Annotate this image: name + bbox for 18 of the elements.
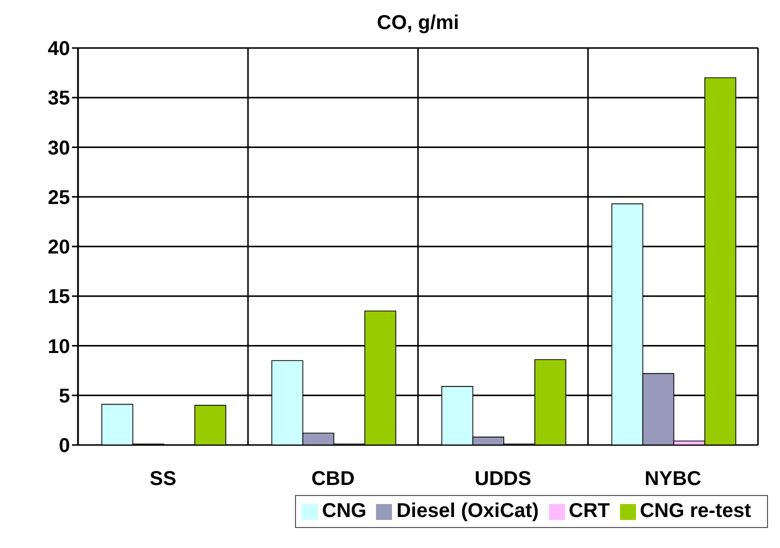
x-tick-label: CBD — [311, 468, 355, 490]
legend-label: CNG — [322, 500, 366, 522]
y-tick-label: 20 — [48, 236, 70, 259]
y-tick-label: 10 — [48, 336, 70, 358]
y-tick-label: 35 — [48, 88, 70, 110]
legend-label: Diesel (OxiCat) — [396, 500, 539, 522]
legend-label: CRT — [568, 500, 610, 522]
y-tick-label: 25 — [48, 186, 70, 209]
y-tick-label: 30 — [48, 137, 70, 160]
y-tick-label: 40 — [48, 38, 70, 60]
chart-title: CO, g/mi — [376, 11, 460, 36]
x-tick-label: SS — [150, 468, 176, 490]
legend-label: CNG re-test — [640, 500, 751, 522]
y-tick-label: 0 — [58, 435, 70, 458]
y-tick-label: 5 — [58, 385, 70, 408]
x-tick-label: NYBC — [644, 468, 702, 490]
x-tick-label: UDDS — [474, 468, 532, 490]
y-tick-label: 15 — [48, 286, 70, 308]
